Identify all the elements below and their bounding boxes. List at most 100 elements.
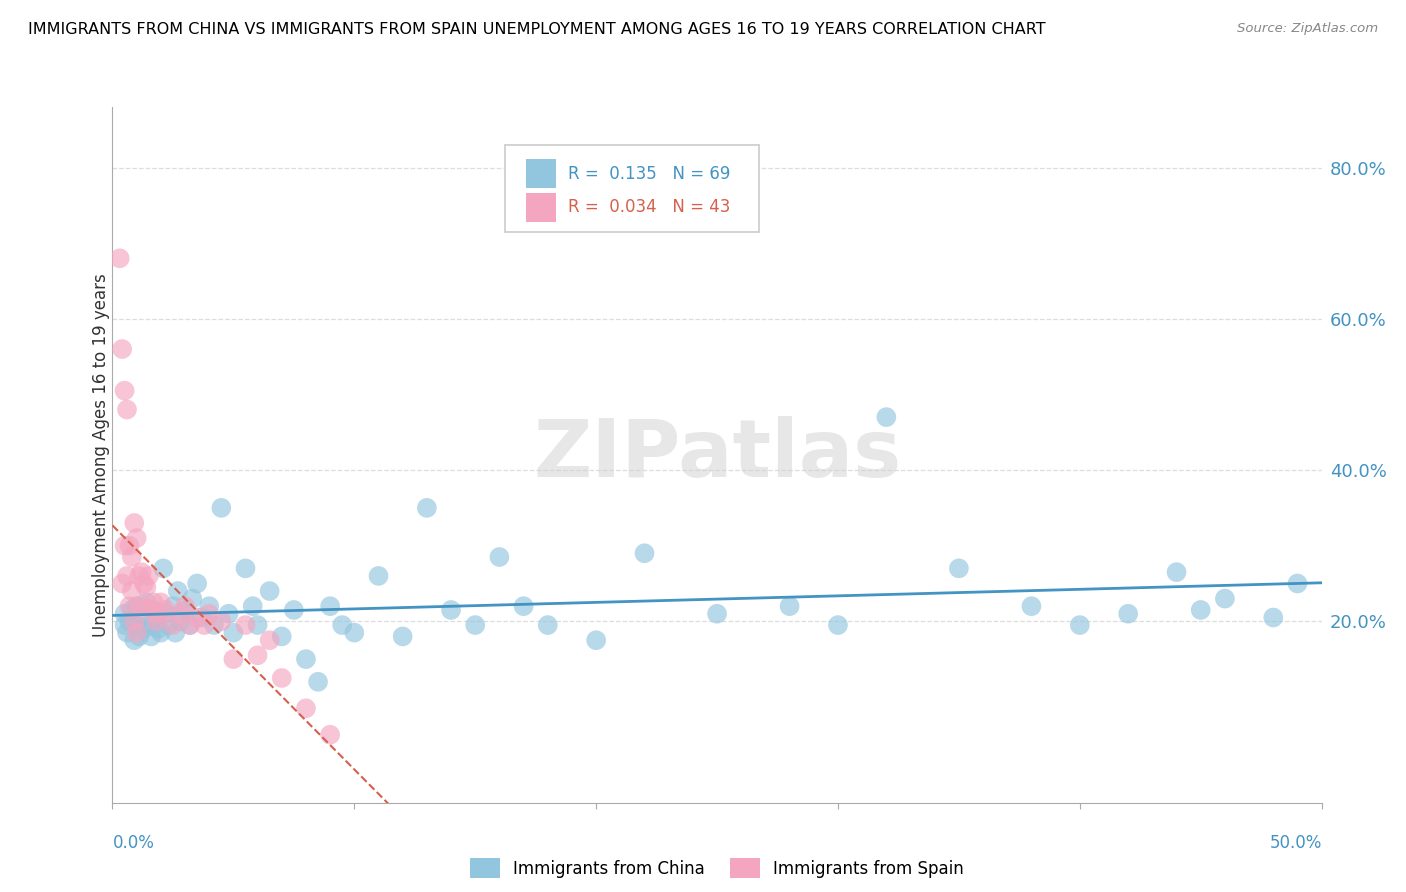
Point <box>111 576 134 591</box>
Point <box>115 625 138 640</box>
Point <box>121 584 143 599</box>
Point <box>131 565 153 579</box>
Text: R =  0.034   N = 43: R = 0.034 N = 43 <box>568 198 731 216</box>
Point <box>122 633 145 648</box>
Text: ZIPatlas: ZIPatlas <box>533 416 901 494</box>
Point <box>1263 610 1285 624</box>
Point <box>174 599 197 614</box>
Point <box>148 622 170 636</box>
Point <box>169 607 191 621</box>
Point <box>141 603 163 617</box>
FancyBboxPatch shape <box>506 145 759 232</box>
Point <box>1213 591 1236 606</box>
Point <box>118 599 141 614</box>
Point <box>114 618 136 632</box>
Text: 50.0%: 50.0% <box>1270 834 1322 852</box>
Point <box>330 618 353 632</box>
Point <box>295 652 318 666</box>
Point <box>779 599 801 614</box>
Point <box>948 561 970 575</box>
Point <box>135 580 157 594</box>
Point <box>181 591 204 606</box>
Point <box>1166 565 1188 579</box>
Text: IMMIGRANTS FROM CHINA VS IMMIGRANTS FROM SPAIN UNEMPLOYMENT AMONG AGES 16 TO 19 : IMMIGRANTS FROM CHINA VS IMMIGRANTS FROM… <box>28 22 1046 37</box>
Point <box>149 595 172 609</box>
Point <box>166 584 188 599</box>
Point <box>537 618 560 632</box>
Point <box>121 549 143 564</box>
Point <box>115 402 138 417</box>
Point <box>145 615 167 629</box>
Text: Source: ZipAtlas.com: Source: ZipAtlas.com <box>1237 22 1378 36</box>
Bar <box>526 193 557 222</box>
Point <box>186 576 208 591</box>
Point <box>209 500 232 515</box>
Point <box>128 569 150 583</box>
Point <box>222 652 245 666</box>
Point <box>155 603 177 617</box>
Point <box>114 384 136 398</box>
Point <box>270 671 292 685</box>
Point <box>343 625 366 640</box>
Point <box>202 618 225 632</box>
Point <box>198 607 221 621</box>
Point <box>295 701 318 715</box>
Point <box>1286 576 1309 591</box>
Point <box>367 569 389 583</box>
Point <box>118 539 141 553</box>
Bar <box>526 159 557 188</box>
Point <box>512 599 534 614</box>
Point <box>125 531 148 545</box>
Point <box>135 595 157 609</box>
Point <box>179 618 201 632</box>
Text: 0.0%: 0.0% <box>112 834 155 852</box>
Point <box>152 561 174 575</box>
Point <box>270 629 292 643</box>
Point <box>488 549 510 564</box>
Point <box>142 603 165 617</box>
Point <box>1116 607 1139 621</box>
Point <box>169 615 191 629</box>
Point <box>875 410 897 425</box>
Point <box>138 569 160 583</box>
Point <box>128 629 150 643</box>
Point <box>179 618 201 632</box>
Point <box>1021 599 1043 614</box>
Point <box>319 599 342 614</box>
Point <box>141 629 163 643</box>
Point <box>706 607 728 621</box>
Point <box>235 561 257 575</box>
Point <box>128 599 150 614</box>
Point <box>259 584 281 599</box>
Point <box>149 625 172 640</box>
Point <box>115 569 138 583</box>
Point <box>142 595 165 609</box>
Text: R =  0.135   N = 69: R = 0.135 N = 69 <box>568 165 731 183</box>
Point <box>121 603 143 617</box>
Point <box>186 610 208 624</box>
Point <box>174 603 197 617</box>
Point <box>125 625 148 640</box>
Point <box>235 618 257 632</box>
Point <box>162 599 184 614</box>
Point <box>283 603 305 617</box>
Point <box>118 615 141 629</box>
Point <box>259 633 281 648</box>
Point <box>114 607 136 621</box>
Point <box>307 674 329 689</box>
Legend: Immigrants from China, Immigrants from Spain: Immigrants from China, Immigrants from S… <box>464 851 970 885</box>
Point <box>165 625 187 640</box>
Point <box>114 539 136 553</box>
Point <box>319 728 342 742</box>
Point <box>440 603 463 617</box>
Point <box>125 618 148 632</box>
Point <box>111 342 134 356</box>
Point <box>132 599 155 614</box>
Point <box>108 252 131 266</box>
Point <box>246 618 269 632</box>
Point <box>585 633 607 648</box>
Point <box>416 500 439 515</box>
Point <box>633 546 655 560</box>
Point <box>1069 618 1091 632</box>
Point <box>125 599 148 614</box>
